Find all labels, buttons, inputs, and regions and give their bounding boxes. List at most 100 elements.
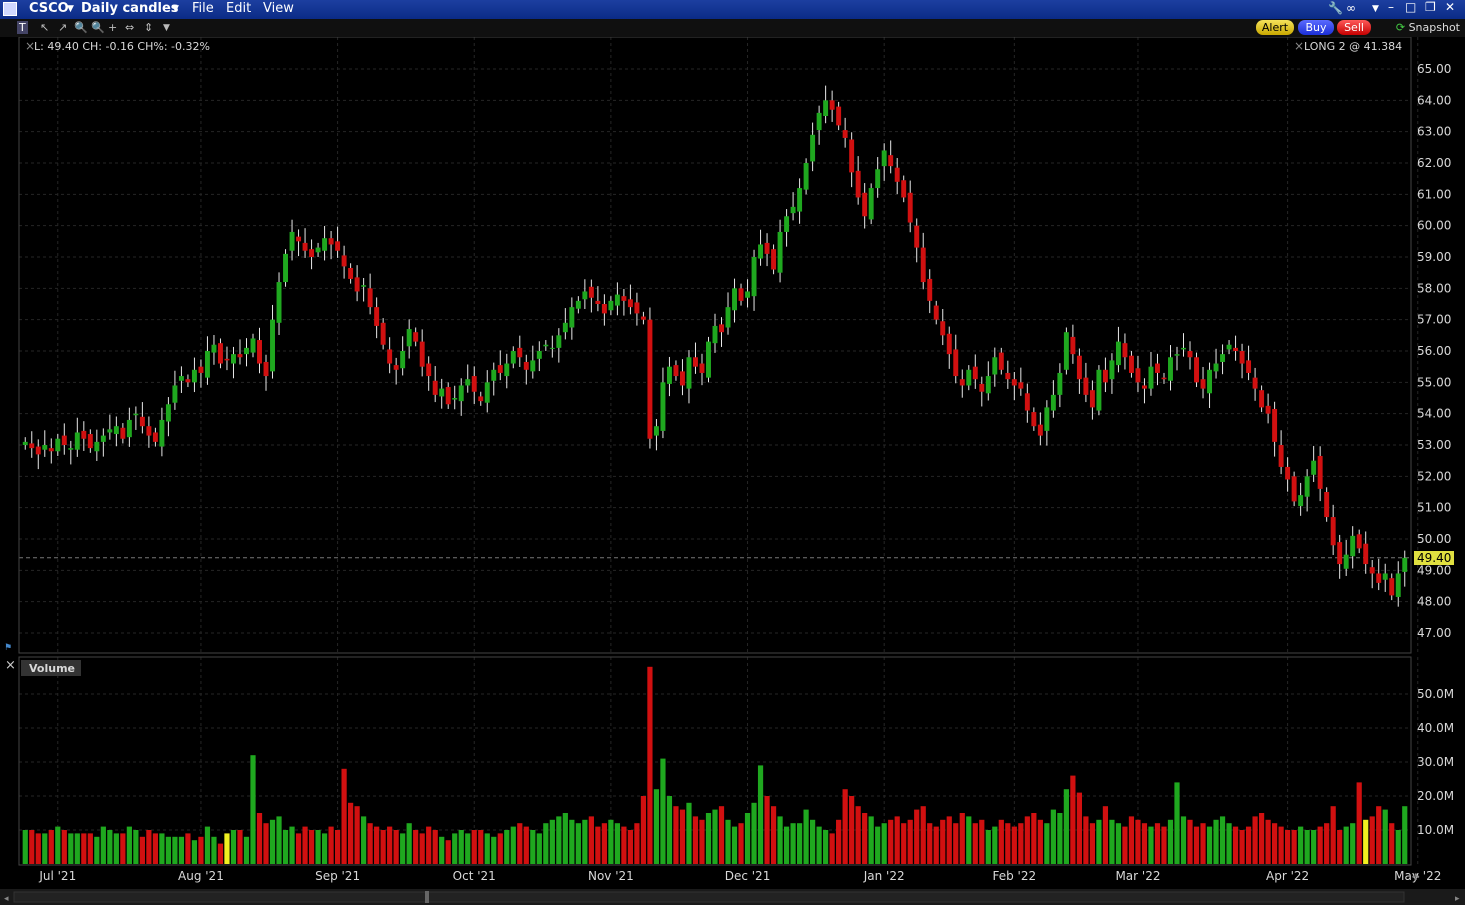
volume-bar — [439, 836, 445, 864]
price-tick-label: 57.00 — [1417, 313, 1451, 327]
volume-bar — [1115, 823, 1122, 864]
volume-bar — [432, 830, 438, 864]
candle-body — [985, 376, 991, 394]
candle-body — [881, 150, 887, 167]
pointer-icon[interactable]: ↗ — [58, 21, 68, 34]
volume-bar — [211, 836, 217, 864]
volume-bar — [107, 830, 113, 864]
buy-button[interactable]: Buy — [1298, 20, 1334, 35]
candle-body — [1278, 445, 1284, 467]
snapshot-icon: ⟳ — [1395, 21, 1406, 34]
volume-bar — [569, 819, 575, 864]
volume-bar — [679, 809, 686, 864]
close-icon[interactable]: ✕ — [1445, 0, 1456, 14]
volume-bar — [920, 806, 926, 864]
volume-bar — [595, 826, 601, 864]
app-icon — [3, 2, 17, 16]
volume-bar — [712, 809, 718, 864]
volume-bar — [777, 816, 783, 864]
candle-body — [1402, 557, 1408, 572]
pan-horizontal-icon[interactable]: ⇔ — [125, 21, 135, 34]
candle-body — [1369, 567, 1375, 574]
candle-body — [1356, 534, 1362, 549]
volume-bar — [1141, 823, 1148, 864]
candle-body — [380, 322, 386, 345]
menu-file[interactable]: File — [192, 1, 214, 16]
candle-body — [536, 351, 542, 359]
wrench-icon[interactable]: 🔧 — [1328, 1, 1343, 15]
volume-tick-label: 30.0M — [1417, 755, 1454, 769]
candle-body — [74, 432, 80, 450]
volume-bar — [484, 833, 490, 864]
volume-bar — [1272, 823, 1278, 864]
volume-bar — [491, 836, 497, 864]
volume-bar — [640, 796, 647, 864]
crosshair-icon[interactable]: + — [108, 21, 118, 34]
candle-body — [556, 335, 562, 348]
volume-bar — [1219, 816, 1226, 864]
candle-body — [1343, 554, 1349, 569]
axis-settings-icon: ✤ — [1412, 873, 1420, 883]
symbol-dropdown-icon[interactable]: ▼ — [67, 4, 74, 14]
volume-bar — [497, 833, 503, 864]
volume-bar — [256, 813, 263, 864]
zoom-out-icon[interactable]: 🔍 — [91, 21, 105, 34]
volume-tick-label: 40.0M — [1417, 721, 1454, 735]
symbol-label[interactable]: CSCO — [29, 1, 69, 16]
volume-bars-layer — [22, 666, 1408, 864]
cursor-icon[interactable]: ↖ — [40, 21, 50, 34]
volume-bar — [133, 830, 139, 864]
price-volume-chart[interactable]: 65.00 64.00 63.00 62.00 61.00 60.00 59.00 58.00… — [0, 37, 1465, 905]
candle-body — [510, 351, 516, 364]
volume-bar — [1324, 823, 1330, 864]
volume-bar — [1200, 823, 1206, 864]
maximize-icon[interactable]: □ — [1405, 0, 1417, 14]
link-dropdown-icon[interactable]: ▼ — [1372, 4, 1379, 14]
volume-bar — [1226, 823, 1232, 864]
pan-vertical-icon[interactable]: ⇕ — [144, 21, 154, 34]
candle-body — [152, 432, 158, 442]
price-tick-label: 48.00 — [1417, 595, 1451, 609]
candle-body — [953, 349, 959, 377]
candle-body — [387, 349, 393, 364]
t-icon[interactable]: T — [17, 21, 28, 34]
candle-body — [35, 446, 41, 455]
alert-button[interactable]: Alert — [1256, 20, 1294, 35]
candle-body — [803, 163, 809, 190]
menu-view[interactable]: View — [263, 1, 294, 16]
link-icon[interactable]: ∞ — [1346, 1, 1356, 15]
menu-edit[interactable]: Edit — [226, 1, 252, 16]
snapshot-button[interactable]: ⟳ Snapshot — [1380, 20, 1462, 35]
candle-body — [1011, 379, 1017, 386]
candle-body — [419, 341, 425, 367]
volume-bar — [1096, 819, 1102, 864]
candle-body — [257, 340, 262, 364]
candle-body — [1187, 351, 1193, 358]
candle-body — [296, 236, 302, 242]
volume-bar — [1304, 830, 1310, 864]
candle-body — [393, 365, 399, 370]
candle-body — [1005, 372, 1011, 380]
restore-icon[interactable]: ❐ — [1425, 0, 1436, 14]
candle-body — [595, 300, 601, 304]
volume-bar — [178, 836, 185, 864]
volume-bar — [458, 830, 464, 864]
volume-bar — [796, 823, 803, 864]
volume-bar — [1011, 826, 1017, 864]
candle-body — [660, 382, 666, 431]
volume-bar — [68, 833, 74, 864]
minimize-icon[interactable]: – — [1388, 0, 1394, 14]
toolbar-dropdown-icon[interactable]: ▼ — [163, 23, 170, 33]
volume-bar — [875, 826, 881, 864]
sell-button[interactable]: Sell — [1337, 20, 1371, 35]
zoom-in-icon[interactable]: 🔍 — [74, 21, 88, 34]
candle-body — [120, 427, 126, 439]
candle-body — [569, 307, 575, 328]
chart-type-dropdown-icon[interactable]: ▼ — [172, 4, 179, 14]
candle-body — [1096, 369, 1102, 411]
candle-body — [1037, 424, 1043, 436]
volume-bar — [146, 830, 152, 864]
scroll-right-icon: ▸ — [1455, 894, 1460, 904]
volume-bar — [1167, 819, 1174, 864]
chart-type-label[interactable]: Daily candles — [81, 1, 179, 16]
